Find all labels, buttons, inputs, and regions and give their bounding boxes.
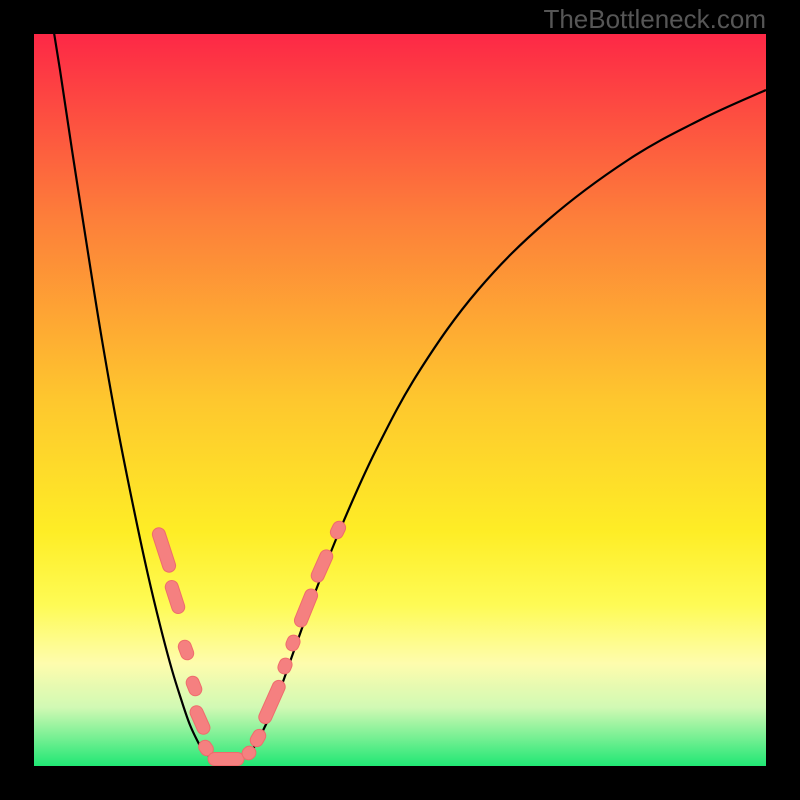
- bottleneck-curve: [51, 14, 766, 761]
- data-pill: [188, 704, 212, 737]
- data-pill: [151, 526, 178, 574]
- data-pill: [292, 587, 319, 629]
- data-pill: [328, 519, 348, 541]
- data-pill: [309, 548, 335, 584]
- chart-container: TheBottleneck.com: [0, 0, 800, 800]
- data-pill: [248, 727, 268, 749]
- data-pill: [257, 678, 288, 725]
- data-pill: [176, 638, 195, 661]
- data-pill: [184, 674, 204, 697]
- data-pill: [164, 579, 187, 615]
- curve-layer: [0, 0, 800, 800]
- data-pill: [208, 753, 244, 766]
